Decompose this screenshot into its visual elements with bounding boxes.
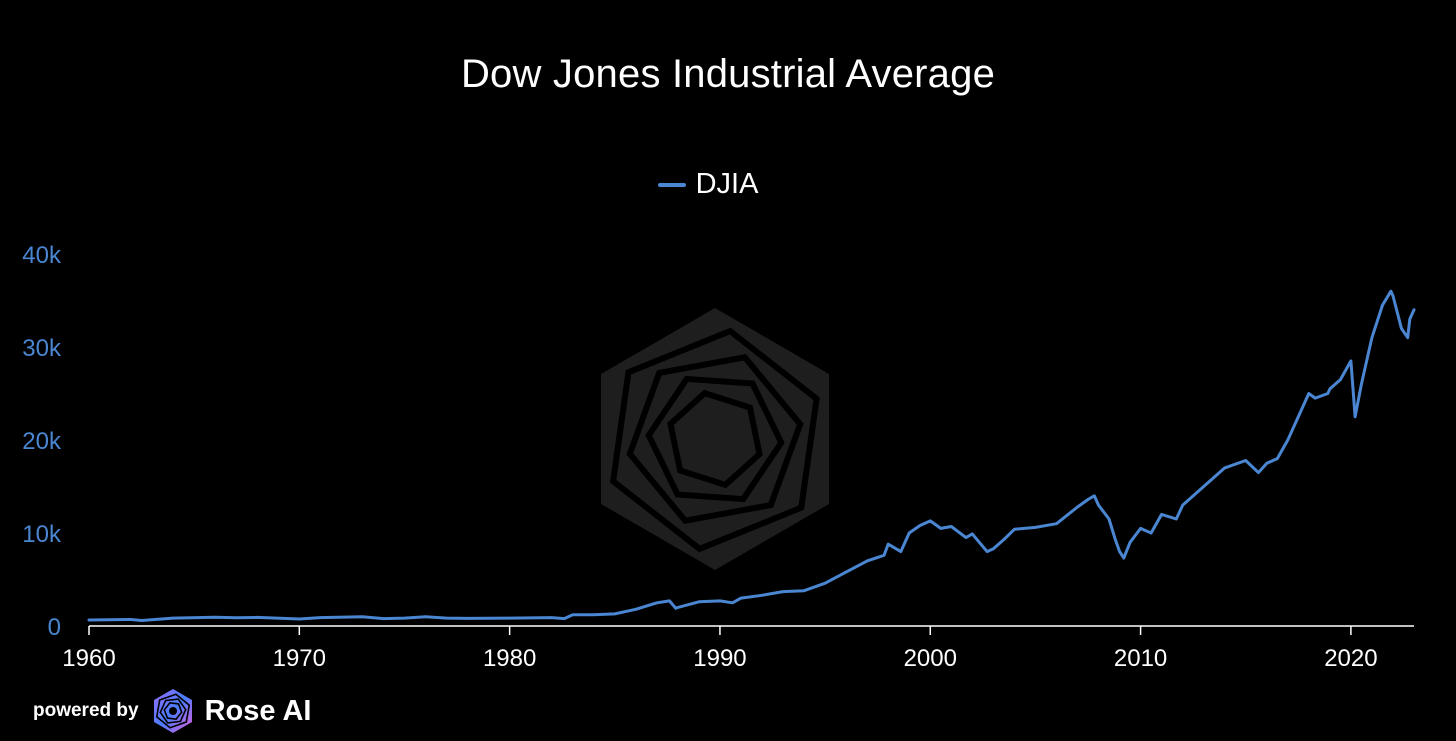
chart-title: Dow Jones Industrial Average: [460, 52, 996, 96]
x-tick-label: 2000: [904, 645, 957, 672]
x-tick-label: 1980: [483, 645, 536, 672]
series-layer: [87, 289, 1416, 622]
footer: powered by Rose AI: [33, 688, 311, 734]
y-tick-label: 10k: [22, 521, 62, 548]
x-tick-label: 2020: [1324, 645, 1377, 672]
y-tick-label: 30k: [22, 335, 62, 362]
x-tick-label: 1990: [693, 645, 746, 672]
legend-swatch-djia: [657, 182, 686, 187]
x-tick-label: 2010: [1114, 645, 1167, 672]
watermark-logo-icon: [601, 308, 829, 570]
legend-label-djia: DJIA: [695, 168, 759, 200]
legend: DJIA: [0, 168, 1456, 201]
powered-by-label: powered by: [33, 700, 139, 721]
y-tick-label: 20k: [22, 428, 62, 455]
y-tick-label: 0: [48, 614, 61, 641]
brand-name: Rose AI: [204, 694, 312, 727]
series-line-djia: [87, 289, 1416, 622]
y-axis: 0 10k 20k 30k 40k: [22, 242, 62, 641]
x-axis: 1960 1970 1980 1990 2000 2010 2020: [62, 625, 1414, 672]
x-tick-label: 1970: [273, 645, 326, 672]
y-tick-label: 40k: [22, 242, 62, 269]
x-tick-label: 1960: [62, 645, 115, 672]
rose-ai-logo-icon: [153, 689, 192, 733]
